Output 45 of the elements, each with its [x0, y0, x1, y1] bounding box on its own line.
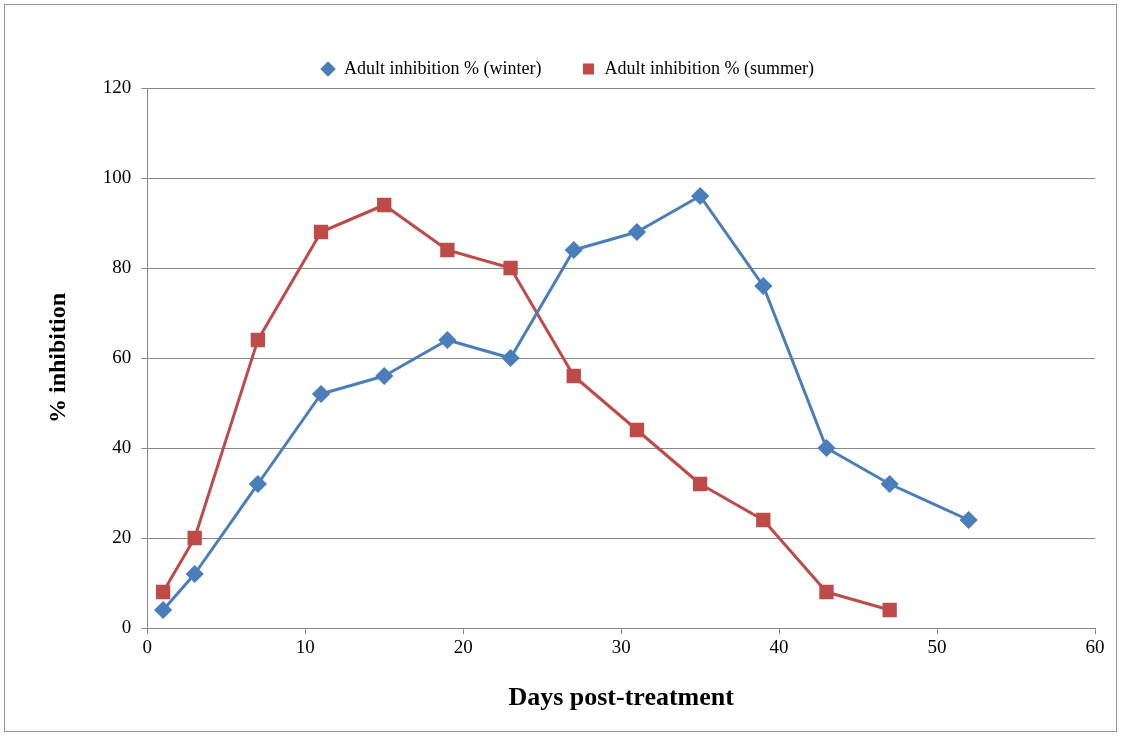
y-axis-title: % inhibition: [43, 292, 70, 424]
legend-label: Adult inhibition % (winter): [344, 57, 542, 79]
y-tick-label: 40: [112, 435, 132, 457]
point: [312, 385, 330, 403]
point: [628, 223, 646, 241]
x-tick-label: 30: [611, 636, 631, 658]
point: [187, 530, 202, 546]
point: [503, 260, 518, 276]
x-tick-label: 60: [1085, 636, 1105, 658]
x-tick-label: 50: [927, 636, 947, 658]
point: [817, 439, 835, 457]
point: [881, 475, 899, 493]
y-tick-label: 0: [121, 615, 132, 637]
x-tick-label: 0: [142, 636, 153, 658]
x-tick-label: 40: [769, 636, 789, 658]
point: [440, 242, 455, 258]
point: [565, 241, 583, 259]
point: [250, 332, 266, 348]
point: [629, 422, 645, 438]
point: [566, 368, 581, 384]
point: [756, 512, 771, 528]
point: [882, 602, 897, 618]
point: [692, 476, 708, 492]
point: [186, 565, 204, 583]
y-tick-label: 20: [112, 525, 132, 547]
point: [377, 197, 392, 213]
point: [154, 601, 172, 619]
point: [754, 277, 772, 295]
y-tick-label: 80: [112, 255, 132, 277]
point: [375, 367, 393, 385]
point: [502, 349, 520, 367]
legend-label: Adult inhibition % (summer): [604, 57, 814, 79]
y-tick-label: 120: [102, 75, 132, 97]
point: [819, 584, 834, 600]
y-tick-label: 60: [112, 345, 132, 367]
x-tick-label: 20: [453, 636, 473, 658]
point: [960, 511, 978, 529]
x-tick-label: 10: [295, 636, 315, 658]
point: [691, 187, 709, 205]
point: [249, 475, 267, 493]
point: [438, 331, 456, 349]
point: [155, 584, 171, 600]
point: [313, 224, 329, 240]
y-tick-label: 100: [102, 165, 132, 187]
x-axis-title: Days post-treatment: [508, 682, 735, 712]
